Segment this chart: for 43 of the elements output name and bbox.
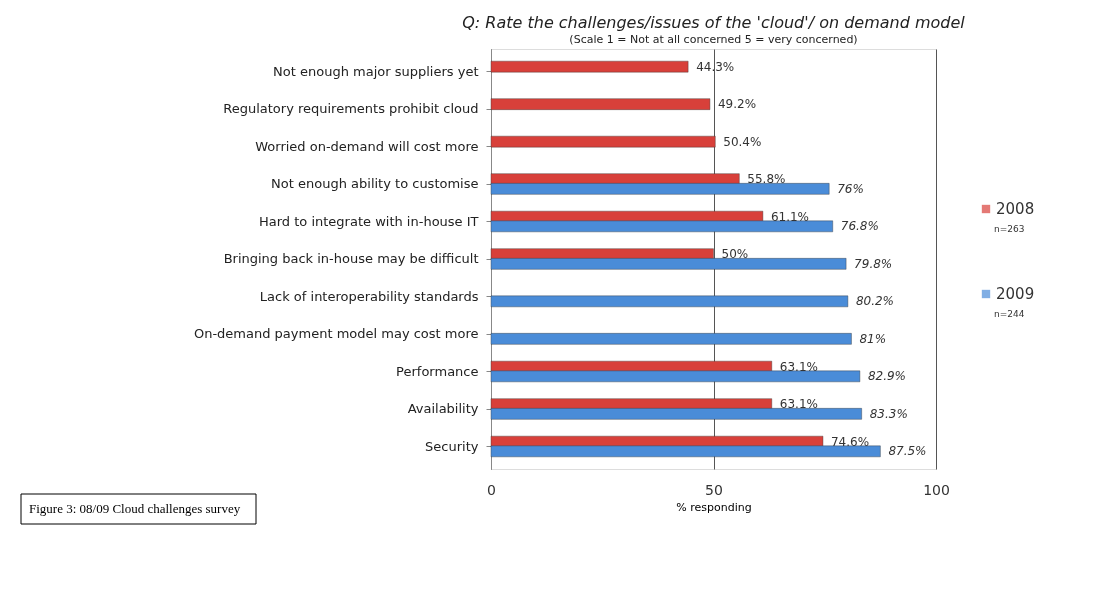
legend-label: 2008 (996, 200, 1035, 218)
data-label: 80.2% (855, 294, 895, 309)
chart-title: Q: Rate the challenges/issues of the 'cloud'/ on demand model (462, 13, 966, 32)
y-tick-label: Bringing back in-house may be difficult (223, 251, 479, 266)
x-tick-label: 100 (923, 481, 950, 498)
text: n=263 (994, 224, 1025, 234)
data-label: 76.8% (840, 219, 879, 234)
data-label: 63.1% (779, 397, 818, 412)
bar (490, 333, 852, 345)
bar (490, 60, 689, 73)
x-axis-title: % responding (676, 500, 752, 514)
data-label: 83.3% (869, 406, 908, 421)
y-tick-label: Worried on-demand will cost more (255, 138, 479, 154)
legend-label: 2009 (996, 285, 1035, 303)
data-label: 82.9% (867, 369, 907, 384)
data-label: 50.4% (723, 134, 762, 149)
data-label: 81% (859, 331, 887, 346)
data-label: 63.1% (779, 359, 818, 374)
x-tick-label: 0 (487, 481, 496, 498)
data-label: 76% (837, 181, 864, 196)
data-label: 74.6% (830, 434, 870, 449)
data-label: 49.2% (717, 97, 757, 112)
y-tick-label: Regulatory requirements prohibit cloud (223, 101, 479, 116)
chart-subtitle: (Scale 1 = Not at all concerned 5 = very concerned) (569, 33, 858, 46)
x-tick-label: 50 (705, 481, 723, 498)
data-label: 50% (721, 247, 749, 262)
text: n=244 (994, 309, 1025, 319)
bar (490, 98, 711, 110)
y-tick-label: On-demand payment model may cost more (193, 326, 479, 341)
y-tick-label: Not enough major suppliers yet (273, 63, 479, 79)
y-tick-label: Lack of interoperability standards (259, 288, 479, 304)
data-label: 79.8% (854, 256, 893, 271)
y-tick-label: Security (425, 438, 479, 454)
bar (490, 295, 849, 308)
y-tick-label: Performance (396, 363, 479, 379)
data-label: 87.5% (888, 444, 927, 459)
y-tick-label: Hard to integrate with in-house IT (258, 213, 479, 229)
caption: Figure 3: 08/09 Cloud challenges survey (29, 501, 241, 516)
y-tick-label: Not enough ability to customise (271, 176, 479, 191)
bar (490, 135, 716, 148)
data-label: 55.8% (747, 172, 786, 187)
y-tick-label: Availability (407, 401, 479, 416)
data-label: 61.1% (770, 209, 810, 224)
